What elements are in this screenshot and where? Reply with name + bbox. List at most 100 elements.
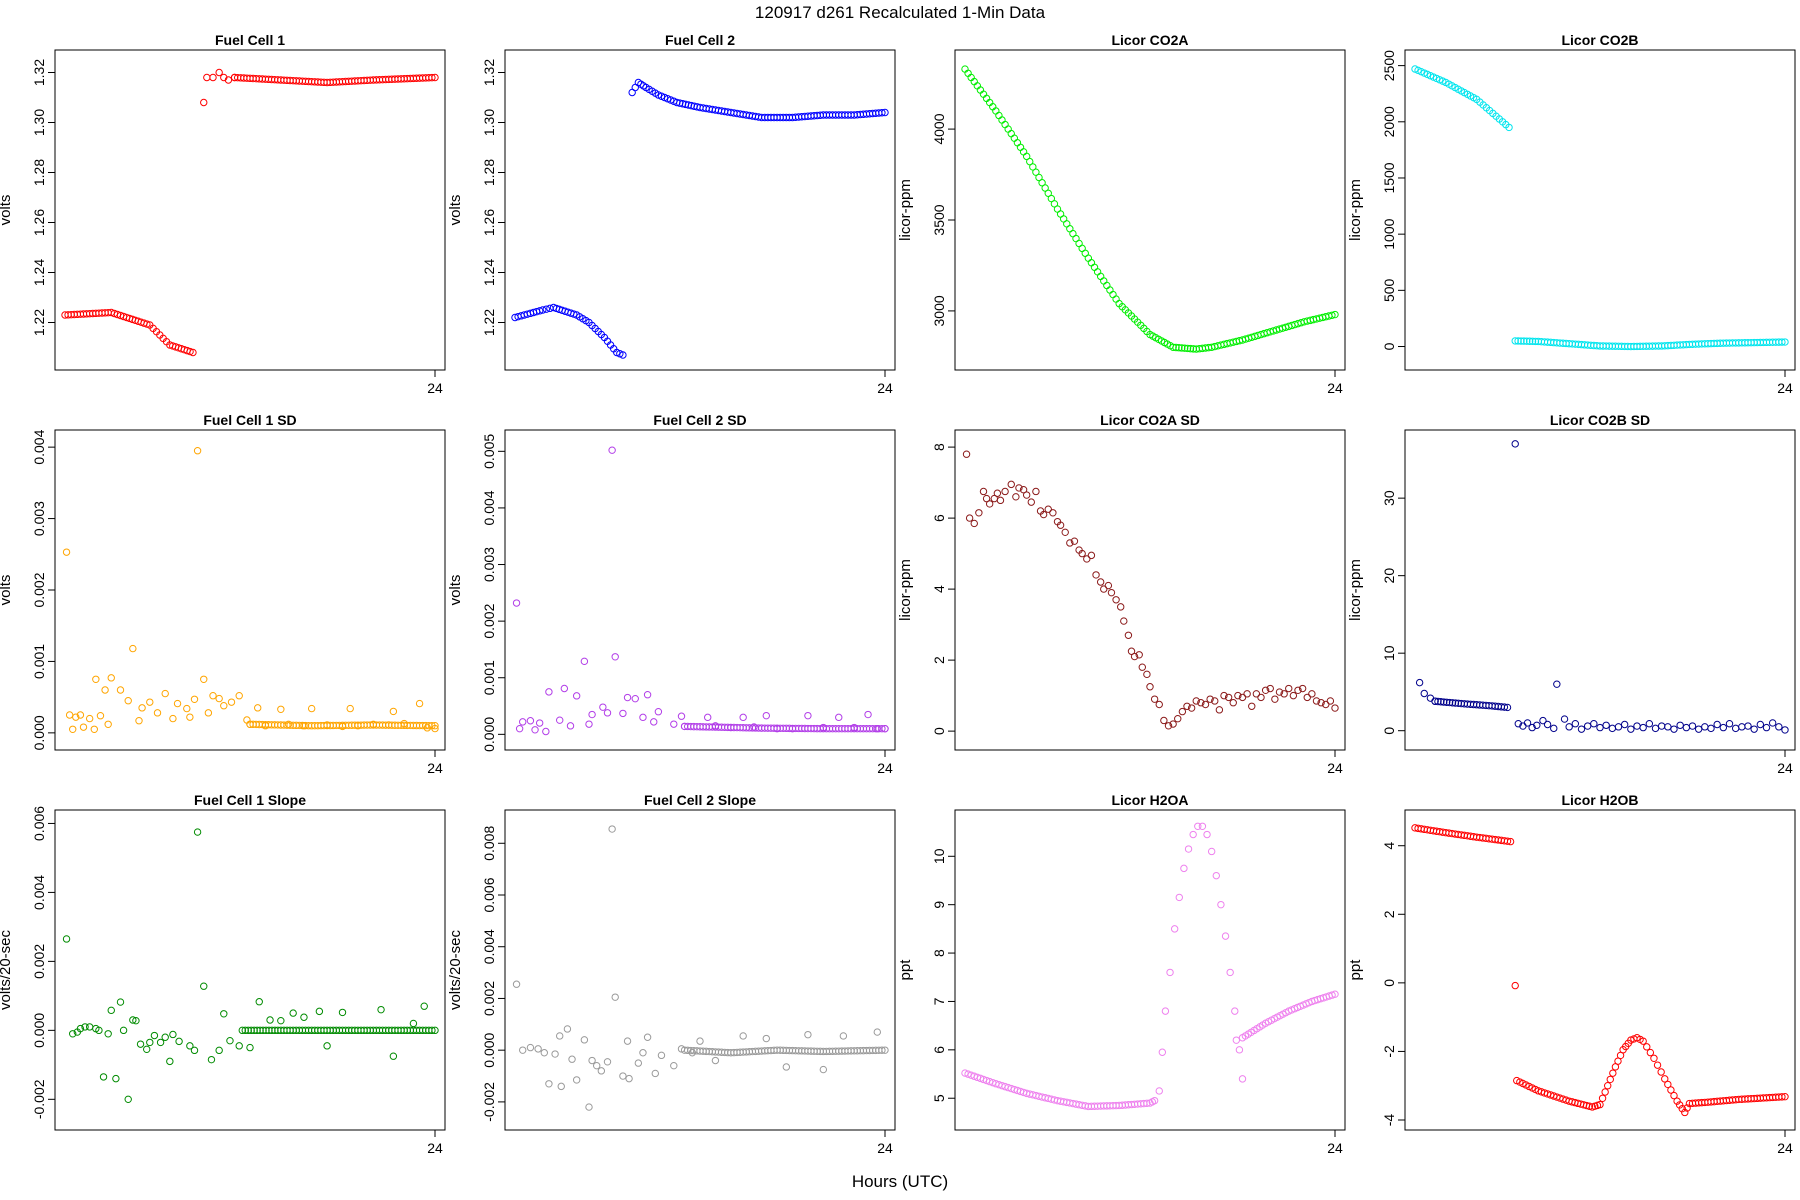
data-point (1514, 720, 1522, 728)
data-point (1164, 722, 1173, 730)
y-tick-label: -0.002 (31, 1079, 47, 1119)
data-point (1070, 537, 1079, 545)
data-point (1322, 700, 1330, 709)
data-point (1120, 617, 1128, 625)
data-point (161, 1033, 169, 1041)
data-point (1543, 720, 1552, 729)
data-point (873, 1028, 881, 1036)
data-point (670, 720, 678, 728)
y-tick-label: 0.004 (481, 929, 497, 964)
y-tick-label: 0.005 (481, 434, 497, 469)
chart-title: Licor CO2A SD (1100, 412, 1200, 428)
data-point (1539, 716, 1547, 725)
data-point (539, 306, 547, 314)
data-point (132, 1016, 140, 1025)
data-point (1328, 311, 1336, 319)
data-point (1170, 925, 1179, 933)
data-point (1585, 1102, 1594, 1110)
data-point (116, 998, 125, 1006)
chart-title: Licor CO2A (1111, 32, 1188, 48)
plot-frame (1404, 809, 1796, 1131)
y-tick-label: 1.24 (481, 259, 497, 286)
data-point (611, 993, 619, 1001)
data-point (1719, 723, 1728, 732)
data-point (1448, 699, 1457, 707)
data-point (409, 1019, 418, 1028)
data-point (220, 702, 228, 710)
data-point (557, 1082, 565, 1091)
data-point (175, 1037, 183, 1046)
y-tick-label: 6 (931, 1046, 947, 1054)
y-tick-label: -2 (1381, 1045, 1397, 1058)
x-tick-label: 24 (1327, 380, 1343, 396)
data-point (1135, 651, 1143, 659)
data-point (186, 1042, 194, 1050)
y-tick-label: 10 (1381, 645, 1397, 661)
data-point (153, 709, 162, 717)
data-point (1049, 509, 1057, 517)
data-point (1235, 1046, 1244, 1054)
data-point (572, 692, 581, 700)
data-point (657, 1051, 666, 1060)
y-tick-label: 4000 (931, 113, 947, 144)
data-point (970, 519, 978, 528)
data-point (1280, 690, 1288, 698)
y-axis-label: licor-ppm (1347, 559, 1364, 621)
data-point (215, 694, 223, 703)
y-tick-label: 0 (931, 727, 947, 735)
data-point (1019, 148, 1028, 156)
chart-licor-co2b-sd: Licor CO2B SD licor-ppm 0 10 20 30 24 (1347, 412, 1796, 776)
y-axis-label: volts (0, 195, 14, 226)
data-point (1019, 486, 1028, 494)
data-point (535, 719, 544, 727)
data-point (878, 1046, 886, 1054)
y-tick-label: 0.004 (31, 429, 47, 464)
data-point (1112, 596, 1120, 604)
data-point (307, 704, 316, 713)
data-point (1187, 704, 1196, 712)
y-tick-label: 0.003 (31, 501, 47, 536)
chart-fuel-cell-2-slope: Fuel Cell 2 Slope volts/20-sec -0.002 0.000… (447, 792, 896, 1156)
data-point (1744, 722, 1752, 730)
x-tick-label: 24 (427, 380, 443, 396)
data-point (1211, 697, 1219, 705)
data-point (1180, 864, 1188, 873)
data-point (603, 1058, 612, 1066)
data-point (1229, 699, 1237, 707)
data-point (1221, 932, 1230, 940)
data-point (1620, 720, 1629, 729)
plot-frame (1404, 429, 1796, 751)
chart-title: Licor CO2B SD (1550, 412, 1650, 428)
data-point (1633, 722, 1641, 730)
data-point (200, 982, 208, 990)
data-point (1583, 722, 1592, 730)
data-point (881, 724, 889, 733)
data-point (166, 1057, 174, 1066)
data-point (1639, 1037, 1647, 1045)
data-point (542, 727, 550, 736)
y-axis-label: licor-ppm (897, 179, 914, 241)
data-point (1100, 585, 1108, 593)
data-point (1203, 830, 1211, 839)
data-point (619, 709, 627, 718)
y-tick-label: 0.002 (481, 981, 497, 1016)
chart-fuel-cell-1: Fuel Cell 1 volts 1.22 1.24 1.26 1.28 1.30 1.32… (0, 32, 446, 396)
data-point (1604, 1082, 1612, 1090)
data-point (625, 1074, 633, 1083)
y-tick-label: 9 (931, 901, 947, 909)
data-point (1528, 337, 1537, 346)
data-point (608, 446, 616, 454)
data-point (62, 935, 71, 943)
data-point (1096, 578, 1105, 586)
data-point (1201, 700, 1210, 709)
data-point (762, 1034, 770, 1043)
data-point (1093, 268, 1102, 276)
data-point (1194, 822, 1202, 830)
data-point (112, 1074, 120, 1083)
data-point (631, 694, 639, 703)
data-point (1738, 723, 1746, 731)
data-point (1124, 631, 1133, 639)
data-point (819, 1065, 828, 1074)
data-point (1112, 295, 1120, 303)
data-point (1511, 440, 1519, 448)
